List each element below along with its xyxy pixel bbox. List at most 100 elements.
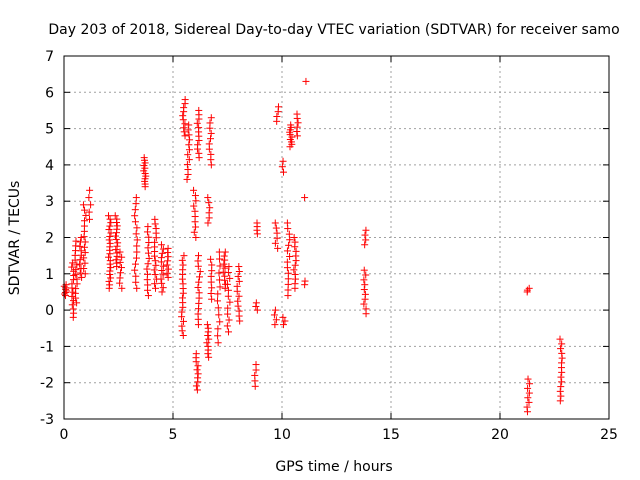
- data-point: [293, 110, 301, 118]
- data-point: [178, 322, 186, 330]
- data-point: [81, 249, 89, 257]
- data-point: [131, 206, 139, 214]
- x-tick-label: 20: [491, 427, 509, 443]
- data-point: [68, 301, 76, 309]
- data-point: [273, 113, 281, 120]
- data-point: [196, 268, 204, 276]
- data-point: [151, 238, 159, 246]
- data-point: [206, 119, 214, 127]
- data-point: [132, 278, 140, 286]
- data-point: [111, 212, 119, 220]
- data-point: [524, 384, 532, 392]
- data-point: [204, 219, 212, 227]
- chart-title: Day 203 of 2018, Sidereal Day-to-day VTE…: [48, 22, 619, 38]
- data-point: [80, 217, 88, 225]
- data-point: [179, 112, 187, 120]
- data-point: [283, 219, 291, 227]
- data-point: [195, 289, 203, 297]
- data-point: [224, 292, 232, 300]
- x-tick-label: 0: [60, 427, 69, 443]
- data-point: [205, 353, 213, 361]
- data-point: [69, 305, 77, 313]
- data-point: [113, 259, 121, 267]
- data-point: [180, 104, 188, 112]
- data-point: [158, 279, 166, 287]
- data-point: [213, 297, 221, 305]
- data-point: [185, 141, 193, 149]
- data-point: [131, 218, 139, 226]
- data-point: [360, 300, 368, 308]
- data-point: [207, 135, 215, 143]
- data-point: [144, 244, 152, 252]
- data-point: [235, 277, 243, 285]
- data-point: [76, 256, 84, 264]
- data-point: [271, 306, 279, 314]
- data-point: [205, 209, 213, 217]
- data-point: [291, 270, 299, 278]
- data-point: [179, 332, 187, 340]
- data-point: [185, 131, 193, 139]
- data-point: [132, 254, 140, 262]
- data-point: [272, 224, 280, 232]
- data-point: [557, 373, 565, 381]
- data-point: [180, 124, 188, 132]
- data-point: [208, 261, 216, 269]
- data-point: [362, 305, 370, 313]
- data-point: [181, 120, 189, 128]
- data-point: [113, 222, 121, 230]
- data-point: [271, 239, 279, 247]
- data-point: [164, 257, 172, 265]
- data-point: [131, 260, 139, 268]
- data-point: [270, 311, 278, 319]
- data-point: [183, 161, 191, 169]
- data-point: [105, 226, 113, 234]
- y-tick-label: -2: [40, 376, 54, 392]
- data-point: [252, 302, 260, 310]
- data-point: [216, 318, 224, 326]
- data-point: [207, 290, 215, 298]
- data-point: [192, 350, 200, 358]
- data-point: [181, 96, 189, 104]
- data-point: [68, 263, 76, 271]
- data-point: [194, 257, 202, 265]
- data-point: [133, 248, 141, 256]
- data-point: [235, 263, 243, 271]
- data-point: [78, 273, 86, 281]
- data-point: [116, 258, 124, 266]
- data-point: [221, 272, 229, 280]
- data-point: [185, 121, 193, 129]
- x-tick-label: 15: [382, 427, 400, 443]
- data-point: [525, 398, 533, 406]
- data-point: [558, 359, 566, 367]
- data-point: [558, 378, 566, 386]
- data-point: [215, 248, 223, 256]
- data-point: [106, 257, 114, 265]
- data-point: [279, 313, 287, 321]
- data-point: [273, 229, 281, 237]
- data-point: [157, 275, 165, 283]
- data-point: [158, 267, 166, 274]
- data-point: [523, 403, 531, 411]
- data-point: [81, 259, 89, 267]
- data-point: [558, 340, 566, 348]
- data-point: [62, 284, 70, 292]
- data-point: [208, 295, 216, 303]
- y-tick-label: 2: [45, 231, 54, 247]
- data-point: [523, 286, 531, 294]
- x-axis-label: GPS time / hours: [275, 459, 392, 475]
- data-point: [190, 186, 198, 194]
- data-point: [151, 280, 159, 288]
- data-point: [362, 271, 370, 279]
- data-point: [235, 292, 243, 300]
- data-point: [215, 311, 223, 319]
- data-point: [221, 248, 229, 256]
- data-point: [184, 151, 192, 159]
- x-tick-label: 5: [169, 427, 178, 443]
- data-point: [214, 339, 222, 347]
- data-point: [152, 284, 160, 292]
- data-point: [214, 290, 222, 298]
- data-point: [113, 215, 121, 223]
- data-point: [194, 362, 202, 370]
- data-point: [112, 256, 120, 264]
